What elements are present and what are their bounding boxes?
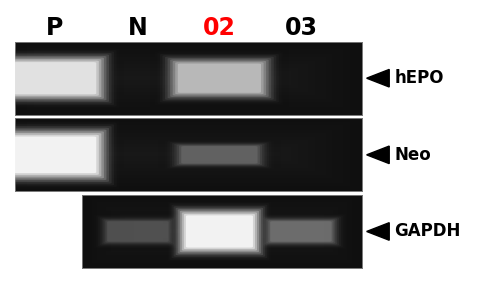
FancyBboxPatch shape bbox=[263, 218, 339, 245]
FancyBboxPatch shape bbox=[180, 211, 259, 252]
FancyBboxPatch shape bbox=[257, 215, 345, 248]
FancyBboxPatch shape bbox=[162, 55, 277, 101]
FancyBboxPatch shape bbox=[179, 145, 260, 164]
FancyBboxPatch shape bbox=[175, 62, 264, 94]
FancyBboxPatch shape bbox=[98, 216, 178, 247]
FancyBboxPatch shape bbox=[105, 220, 170, 243]
FancyBboxPatch shape bbox=[168, 58, 271, 98]
FancyBboxPatch shape bbox=[160, 54, 279, 102]
FancyBboxPatch shape bbox=[8, 133, 101, 177]
FancyBboxPatch shape bbox=[3, 56, 106, 100]
FancyBboxPatch shape bbox=[96, 216, 180, 247]
FancyBboxPatch shape bbox=[182, 212, 257, 251]
FancyBboxPatch shape bbox=[0, 55, 109, 102]
FancyBboxPatch shape bbox=[174, 206, 265, 257]
FancyBboxPatch shape bbox=[176, 208, 263, 255]
FancyBboxPatch shape bbox=[181, 146, 258, 164]
FancyBboxPatch shape bbox=[270, 221, 332, 242]
FancyBboxPatch shape bbox=[178, 64, 261, 93]
FancyBboxPatch shape bbox=[261, 216, 341, 247]
Text: hEPO: hEPO bbox=[394, 69, 444, 87]
FancyBboxPatch shape bbox=[100, 218, 176, 245]
Text: 03: 03 bbox=[284, 15, 317, 40]
Text: GAPDH: GAPDH bbox=[394, 222, 461, 241]
FancyBboxPatch shape bbox=[0, 53, 112, 104]
FancyBboxPatch shape bbox=[172, 143, 267, 167]
Text: N: N bbox=[128, 15, 148, 40]
Text: P: P bbox=[46, 15, 63, 40]
FancyBboxPatch shape bbox=[0, 123, 117, 187]
FancyBboxPatch shape bbox=[107, 221, 169, 242]
FancyBboxPatch shape bbox=[165, 140, 274, 169]
FancyBboxPatch shape bbox=[177, 144, 262, 165]
FancyBboxPatch shape bbox=[170, 59, 269, 97]
FancyBboxPatch shape bbox=[101, 218, 174, 245]
FancyBboxPatch shape bbox=[0, 50, 117, 106]
Polygon shape bbox=[367, 223, 389, 240]
FancyBboxPatch shape bbox=[268, 220, 334, 243]
FancyBboxPatch shape bbox=[5, 57, 104, 99]
FancyBboxPatch shape bbox=[173, 61, 266, 96]
FancyBboxPatch shape bbox=[5, 131, 104, 179]
FancyBboxPatch shape bbox=[10, 135, 99, 175]
FancyBboxPatch shape bbox=[172, 205, 267, 258]
FancyBboxPatch shape bbox=[167, 141, 272, 168]
FancyBboxPatch shape bbox=[0, 51, 114, 105]
Polygon shape bbox=[367, 146, 389, 164]
FancyBboxPatch shape bbox=[13, 137, 96, 173]
Text: Neo: Neo bbox=[394, 146, 431, 164]
FancyBboxPatch shape bbox=[186, 215, 253, 248]
FancyBboxPatch shape bbox=[94, 215, 182, 248]
FancyBboxPatch shape bbox=[0, 126, 112, 184]
FancyBboxPatch shape bbox=[174, 144, 265, 166]
Text: 02: 02 bbox=[203, 15, 236, 40]
FancyBboxPatch shape bbox=[3, 129, 106, 180]
FancyBboxPatch shape bbox=[103, 219, 172, 244]
FancyBboxPatch shape bbox=[267, 219, 336, 244]
FancyBboxPatch shape bbox=[165, 57, 274, 100]
FancyBboxPatch shape bbox=[170, 142, 269, 168]
FancyBboxPatch shape bbox=[157, 53, 281, 104]
FancyBboxPatch shape bbox=[265, 218, 337, 245]
FancyBboxPatch shape bbox=[8, 59, 101, 97]
FancyBboxPatch shape bbox=[0, 128, 109, 182]
FancyBboxPatch shape bbox=[259, 216, 343, 247]
FancyBboxPatch shape bbox=[10, 61, 99, 96]
Polygon shape bbox=[367, 69, 389, 87]
FancyBboxPatch shape bbox=[170, 203, 269, 260]
FancyBboxPatch shape bbox=[0, 124, 114, 185]
FancyBboxPatch shape bbox=[184, 214, 255, 249]
FancyBboxPatch shape bbox=[178, 209, 261, 254]
FancyBboxPatch shape bbox=[13, 62, 96, 94]
